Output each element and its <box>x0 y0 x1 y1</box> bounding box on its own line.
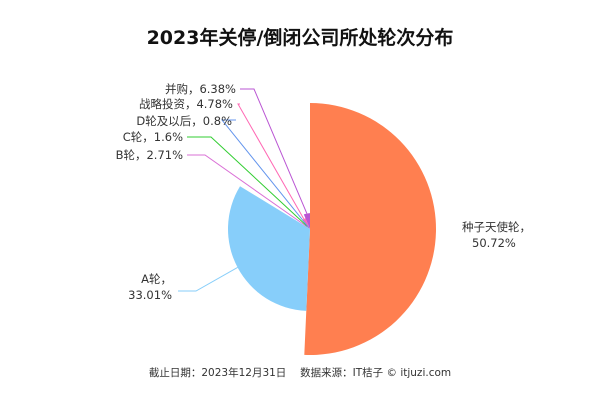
label-line-4 <box>220 119 310 228</box>
label-line-1 <box>178 267 238 292</box>
label-line-5 <box>237 103 305 220</box>
chart-title: 2023年关停/倒闭公司所处轮次分布 <box>147 26 454 49</box>
pie-slice-6[interactable] <box>303 213 310 229</box>
slice-label-1: A轮， 33.01% <box>128 272 172 302</box>
label-line-3 <box>187 136 308 227</box>
pie-slice-2[interactable] <box>304 224 310 229</box>
pie-slice-0[interactable] <box>304 103 436 355</box>
label-line-2 <box>187 154 305 226</box>
label-line-6 <box>240 88 308 214</box>
pie-slice-4[interactable] <box>308 227 310 229</box>
slice-label-2: B轮，2.71% <box>116 148 183 162</box>
slice-label-3: C轮，1.6% <box>123 130 183 144</box>
slice-label-5: 战略投资，4.78% <box>139 97 233 111</box>
slice-label-0: 种子天使轮， 50.72% <box>462 220 531 250</box>
source-note: 截止日期：2023年12月31日 数据来源：IT桔子 © itjuzi.com <box>149 366 451 379</box>
slice-label-6: 并购，6.38% <box>165 82 236 96</box>
pie-slice-1[interactable] <box>227 186 310 311</box>
slice-label-4: D轮及以后，0.8% <box>136 114 232 128</box>
